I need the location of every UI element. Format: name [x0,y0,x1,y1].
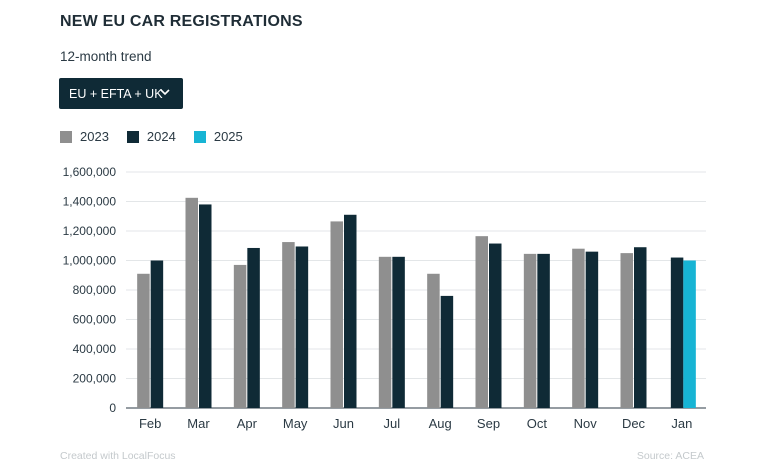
chart-title: NEW EU CAR REGISTRATIONS [60,13,303,30]
bar-2023-dec[interactable] [620,253,634,408]
y-tick-label: 1,200,000 [63,224,117,238]
x-tick-label: Jul [384,416,401,431]
bar-2024-jan[interactable] [670,257,684,408]
chevron-down-icon [160,89,170,96]
y-tick-label: 800,000 [73,283,117,297]
legend-label: 2024 [146,129,176,144]
bar-2024-oct[interactable] [537,253,550,408]
source-text: Source: ACEA [636,450,704,462]
region-dropdown[interactable]: EU + EFTA + UK [59,78,183,109]
legend-label: 2025 [213,129,243,144]
chart-legend: 2023 2024 2025 [60,129,261,144]
bar-2024-feb[interactable] [150,260,164,409]
x-tick-label: Dec [622,416,646,431]
x-tick-label: Jan [671,416,692,431]
bar-2024-mar[interactable] [199,204,212,408]
x-tick-label: Sep [477,416,500,431]
y-tick-label: 0 [109,401,116,415]
bar-2023-feb[interactable] [137,273,150,408]
bar-2023-mar[interactable] [185,197,199,408]
y-tick-label: 600,000 [73,313,117,327]
x-tick-label: Nov [574,416,598,431]
y-tick-label: 200,000 [73,372,117,386]
bar-2024-dec[interactable] [634,247,647,408]
y-tick-label: 1,000,000 [63,254,117,268]
bar-2023-nov[interactable] [572,248,585,408]
bar-2024-nov[interactable] [585,251,599,408]
bar-2023-jun[interactable] [330,221,344,408]
legend-item-2024[interactable]: 2024 [126,129,176,144]
x-tick-label: Mar [187,416,210,431]
x-tick-label: Apr [237,416,258,431]
legend-item-2025[interactable]: 2025 [193,129,243,144]
chart-subtitle: 12-month trend [60,49,152,64]
bar-2024-aug[interactable] [440,295,454,408]
region-dropdown-label: EU + EFTA + UK [69,86,163,101]
bar-2023-aug[interactable] [427,273,440,408]
bar-2024-may[interactable] [295,246,309,408]
bar-2024-sep[interactable] [489,243,502,408]
y-tick-label: 1,400,000 [63,195,117,209]
y-tick-label: 400,000 [73,342,117,356]
x-tick-label: Jun [333,416,354,431]
legend-swatch [126,130,139,143]
bar-2023-oct[interactable] [523,253,537,408]
bar-2023-jul[interactable] [378,256,392,408]
y-tick-label: 1,600,000 [63,165,117,179]
legend-swatch [60,130,72,143]
bar-2023-sep[interactable] [475,236,489,408]
x-tick-label: May [283,416,308,431]
x-tick-label: Oct [527,416,548,431]
legend-label: 2023 [80,129,109,144]
legend-swatch [193,130,206,143]
bar-2023-apr[interactable] [233,264,247,408]
x-tick-label: Feb [139,416,161,431]
bar-2025-jan[interactable] [683,260,696,409]
bar-2024-jul[interactable] [392,256,405,408]
x-tick-label: Aug [429,416,452,431]
bar-2024-jun[interactable] [344,214,357,408]
bar-2024-apr[interactable] [247,247,260,408]
bar-2023-may[interactable] [282,242,295,408]
legend-item-2023[interactable]: 2023 [60,129,109,144]
credit-text: Created with LocalFocus [60,450,176,462]
